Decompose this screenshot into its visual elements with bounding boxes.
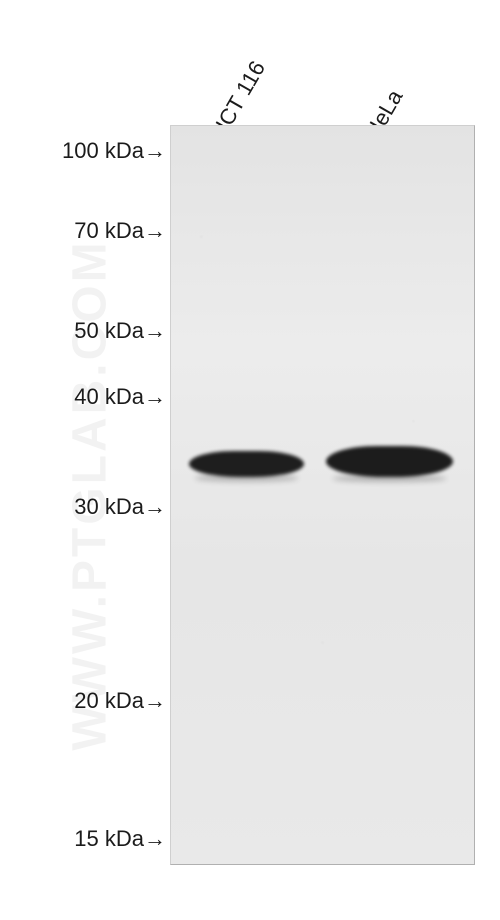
band-lane1: [189, 451, 304, 478]
mw-marker-30: 30 kDa→: [74, 494, 166, 520]
mw-marker-20: 20 kDa→: [74, 688, 166, 714]
mw-marker-70: 70 kDa→: [74, 218, 166, 244]
blot-membrane: [170, 125, 475, 865]
band-lane2: [326, 446, 453, 477]
mw-marker-15: 15 kDa→: [74, 826, 166, 852]
blot-noise: [171, 126, 474, 864]
mw-marker-40: 40 kDa→: [74, 384, 166, 410]
western-blot-figure: HCT 116 HeLa 100 kDa→ 70 kDa→ 50 kDa→ 40…: [0, 0, 500, 920]
mw-marker-100: 100 kDa→: [62, 138, 166, 164]
band-lane1-smear: [195, 474, 298, 481]
mw-marker-50: 50 kDa→: [74, 318, 166, 344]
